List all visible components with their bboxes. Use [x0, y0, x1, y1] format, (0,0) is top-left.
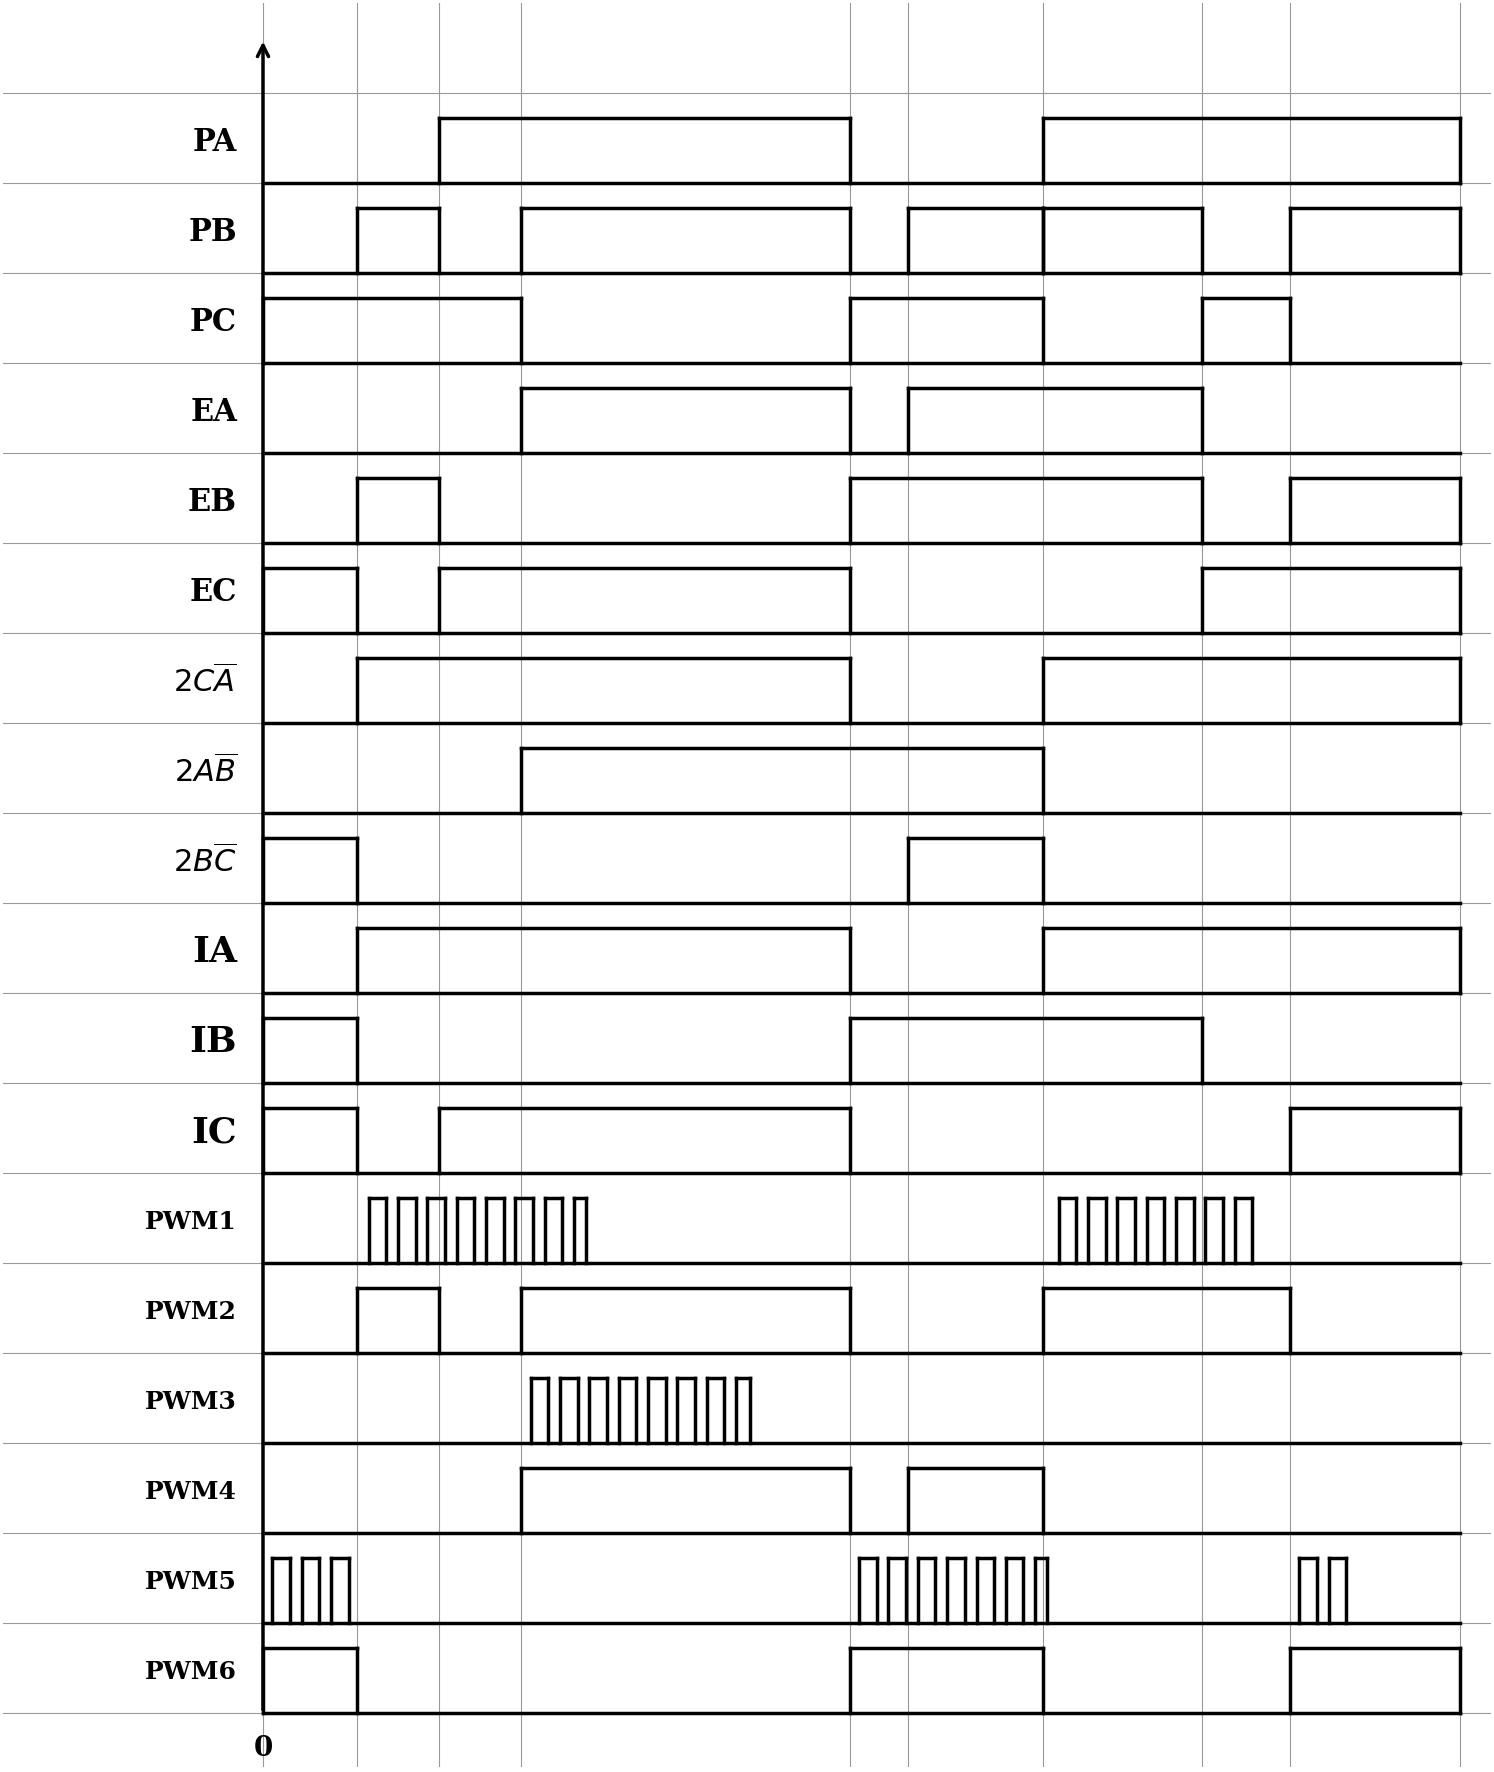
Text: PA: PA — [193, 128, 238, 158]
Text: EB: EB — [188, 487, 238, 517]
Text: EA: EA — [190, 397, 238, 427]
Text: 0: 0 — [254, 1735, 272, 1761]
Text: PWM3: PWM3 — [145, 1389, 238, 1414]
Text: EC: EC — [190, 576, 238, 608]
Text: $2A\overline{B}$: $2A\overline{B}$ — [173, 755, 238, 789]
Text: PWM6: PWM6 — [145, 1660, 238, 1683]
Text: IB: IB — [190, 1026, 238, 1060]
Text: IA: IA — [191, 936, 238, 969]
Text: $2C\overline{A}$: $2C\overline{A}$ — [173, 664, 238, 700]
Text: IC: IC — [191, 1115, 238, 1150]
Text: PC: PC — [190, 307, 238, 338]
Text: PB: PB — [188, 216, 238, 248]
Text: PWM5: PWM5 — [145, 1570, 238, 1595]
Text: PWM4: PWM4 — [145, 1480, 238, 1504]
Text: PWM2: PWM2 — [145, 1301, 238, 1324]
Text: PWM1: PWM1 — [145, 1210, 238, 1233]
Text: $2B\overline{C}$: $2B\overline{C}$ — [173, 845, 238, 879]
